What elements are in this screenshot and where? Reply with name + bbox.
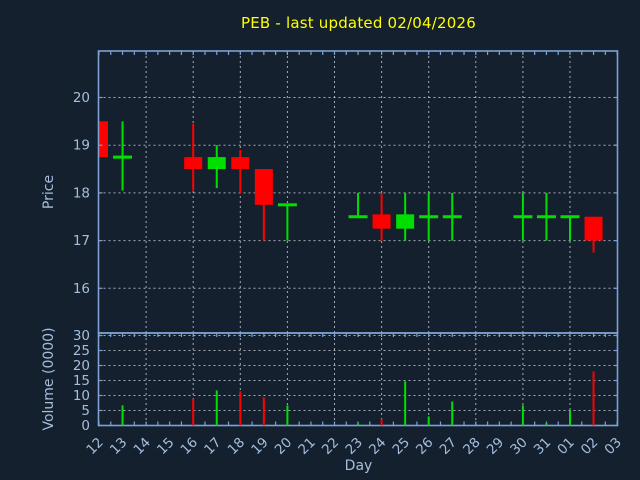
axis-ticks	[98, 51, 618, 427]
day-tick-label-16: 16	[178, 435, 201, 458]
volume-bars-group	[121, 371, 595, 426]
day-tick-label-18: 18	[225, 435, 248, 458]
chart-title: PEB - last updated 02/04/2026	[241, 14, 476, 32]
volume-bar-day-23	[357, 423, 360, 426]
volume-bar-day-31	[545, 423, 548, 426]
candle-doji-bar	[442, 215, 462, 219]
candle-body	[396, 214, 415, 229]
gridlines	[98, 51, 618, 426]
day-tick-label-15: 15	[154, 435, 177, 458]
day-tick-label-17: 17	[201, 435, 224, 458]
price-tick-label-17: 17	[73, 233, 90, 249]
price-tick-label-18: 18	[73, 185, 90, 201]
candle-day-26	[419, 192, 439, 241]
price-tick-label-20: 20	[73, 90, 90, 106]
volume-tick-label-5: 5	[81, 403, 90, 419]
volume-bar-day-24	[380, 418, 383, 426]
day-tick-label-30: 30	[507, 435, 530, 458]
candle-day-01	[560, 215, 580, 241]
candle-day-31	[536, 192, 556, 241]
price-tick-label-16: 16	[73, 281, 90, 297]
day-tick-label-26: 26	[413, 435, 436, 458]
candle-day-18	[231, 149, 250, 193]
day-tick-label-01: 01	[554, 435, 577, 458]
panel-borders	[97, 50, 619, 427]
volume-tick-label-25: 25	[73, 343, 90, 359]
volume-tick-label-0: 0	[81, 418, 90, 434]
candle-body	[584, 216, 603, 241]
day-tick-label-28: 28	[460, 435, 483, 458]
volume-bar-day-27	[451, 401, 454, 426]
candle-body	[98, 121, 108, 158]
day-tick-label-14: 14	[130, 435, 153, 458]
candle-body	[207, 157, 226, 170]
volume-bar-day-26	[427, 416, 430, 426]
day-tick-label-02: 02	[578, 435, 601, 458]
candle-body	[254, 169, 273, 205]
day-tick-label-19: 19	[248, 435, 271, 458]
candle-day-20	[277, 203, 297, 241]
price-panel-border	[97, 50, 619, 334]
day-tick-label-20: 20	[272, 435, 295, 458]
candle-day-30	[513, 192, 533, 241]
x-axis-title: Day	[344, 458, 373, 474]
volume-bar-day-01	[569, 410, 571, 426]
candle-day-19	[254, 169, 273, 241]
candle-body	[372, 214, 391, 229]
candle-doji-bar	[348, 215, 368, 219]
volume-bar-day-16	[192, 398, 195, 426]
candle-body	[231, 157, 250, 170]
volume-bar-day-02	[592, 371, 595, 426]
day-tick-label-29: 29	[484, 435, 507, 458]
candle-doji-bar	[513, 215, 533, 219]
candles-group	[98, 121, 603, 253]
candle-day-02	[584, 216, 603, 253]
day-tick-label-24: 24	[366, 435, 389, 458]
price-tick-label-19: 19	[73, 138, 90, 154]
day-tick-label-25: 25	[390, 435, 413, 458]
volume-bar-day-20	[286, 405, 289, 426]
day-tick-label-22: 22	[319, 435, 342, 458]
candle-doji-bar	[113, 155, 133, 159]
volume-tick-label-10: 10	[73, 388, 90, 404]
candle-doji-bar	[419, 215, 439, 219]
day-tick-label-27: 27	[437, 435, 460, 458]
day-tick-label-31: 31	[531, 435, 554, 458]
candle-doji-bar	[560, 215, 580, 219]
volume-tick-label-15: 15	[73, 373, 90, 389]
candle-day-24	[372, 192, 391, 241]
volume-bar-day-25	[404, 381, 407, 426]
volume-bar-day-19	[262, 397, 265, 426]
day-tick-label-03: 03	[601, 435, 624, 458]
volume-bar-day-30	[521, 405, 524, 426]
candle-day-16	[184, 123, 203, 191]
volume-bar-day-18	[239, 391, 242, 426]
volume-tick-label-30: 30	[73, 328, 90, 344]
day-tick-label-23: 23	[342, 435, 365, 458]
volume-bar-day-13	[121, 405, 124, 426]
candle-doji-bar	[536, 215, 556, 219]
candle-day-23	[348, 192, 368, 219]
candle-body	[184, 157, 203, 170]
day-tick-label-12: 12	[83, 435, 106, 458]
volume-bar-day-17	[215, 390, 218, 426]
volume-panel-border	[97, 332, 619, 427]
candle-day-17	[207, 145, 226, 189]
candle-doji-bar	[277, 203, 297, 207]
day-tick-label-13: 13	[107, 435, 130, 458]
candle-day-25	[396, 192, 415, 241]
candle-day-27	[442, 192, 462, 241]
volume-tick-label-20: 20	[73, 358, 90, 374]
day-tick-label-21: 21	[295, 435, 318, 458]
candle-day-13	[113, 121, 133, 191]
